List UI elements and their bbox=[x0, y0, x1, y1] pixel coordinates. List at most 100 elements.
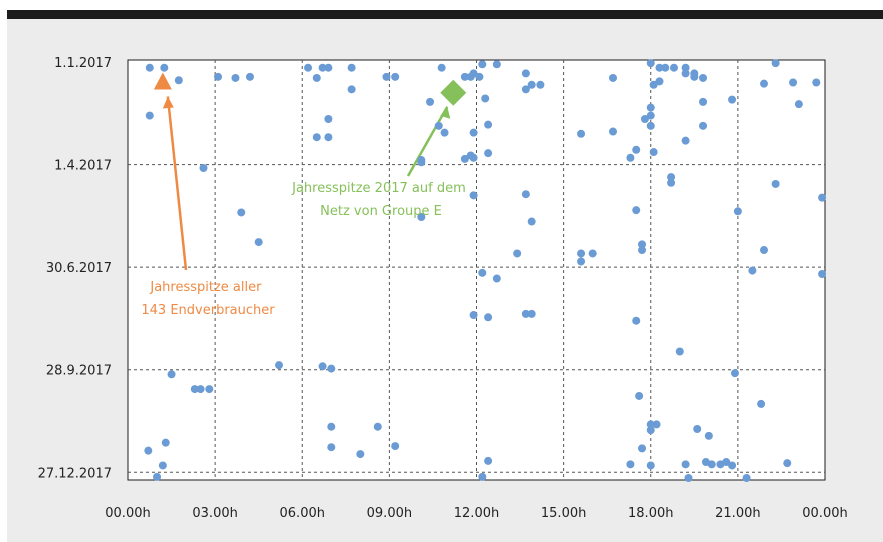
data-point bbox=[484, 456, 493, 465]
data-point bbox=[318, 63, 327, 72]
top-bar bbox=[7, 10, 883, 19]
data-point bbox=[704, 431, 713, 440]
orange-arrow bbox=[166, 96, 188, 271]
x-tick-label: 06.00h bbox=[280, 506, 325, 521]
green-arrow-head bbox=[440, 106, 451, 119]
data-point bbox=[608, 73, 617, 82]
annotation-green: Jahresspitze 2017 auf dem Netz von Group… bbox=[291, 181, 470, 219]
data-point bbox=[536, 80, 545, 89]
data-point bbox=[167, 370, 176, 379]
data-point bbox=[655, 63, 664, 72]
data-point bbox=[588, 249, 597, 258]
data-point bbox=[699, 97, 708, 106]
data-point bbox=[652, 420, 661, 429]
data-point bbox=[484, 120, 493, 129]
y-axis-ticks: 1.1.2017 1.4.2017 30.6.2017 28.9.2017 27.12.… bbox=[38, 56, 112, 481]
x-axis-ticks: 00.00h 03.00h 06.00h 09.00h 12.00h 15.00h 18.0… bbox=[105, 506, 847, 521]
data-point bbox=[324, 63, 333, 72]
y-tick-label: 1.4.2017 bbox=[54, 159, 112, 174]
data-point bbox=[681, 63, 690, 72]
data-point bbox=[426, 97, 435, 106]
data-point bbox=[356, 450, 365, 459]
data-point bbox=[347, 63, 356, 72]
data-point bbox=[646, 461, 655, 470]
x-tick-label: 12.00h bbox=[454, 506, 499, 521]
data-point bbox=[649, 80, 658, 89]
data-point bbox=[484, 313, 493, 322]
data-points bbox=[144, 59, 827, 482]
data-point bbox=[730, 369, 739, 378]
annotation-green-line-2: Netz von Groupe E bbox=[320, 204, 442, 219]
data-point bbox=[513, 249, 522, 258]
data-point bbox=[475, 72, 484, 81]
data-point bbox=[577, 249, 586, 258]
data-point bbox=[684, 474, 693, 482]
x-tick-label: 18.00h bbox=[628, 506, 673, 521]
data-point bbox=[661, 63, 670, 72]
data-point bbox=[527, 80, 536, 89]
data-point bbox=[728, 95, 737, 104]
data-point bbox=[158, 461, 167, 470]
data-point bbox=[190, 385, 199, 394]
data-point bbox=[492, 274, 501, 283]
data-point bbox=[812, 78, 821, 87]
data-point bbox=[646, 59, 655, 68]
data-point bbox=[635, 391, 644, 400]
data-point bbox=[818, 193, 827, 202]
data-point bbox=[391, 72, 400, 81]
data-point bbox=[632, 316, 641, 325]
data-point bbox=[707, 460, 716, 469]
data-point bbox=[318, 362, 327, 371]
data-point bbox=[638, 444, 647, 453]
data-point bbox=[245, 72, 254, 81]
data-point bbox=[434, 121, 443, 130]
data-point bbox=[304, 63, 313, 72]
data-point bbox=[783, 459, 792, 468]
data-point bbox=[324, 133, 333, 142]
data-point bbox=[460, 72, 469, 81]
orange-triangle-marker bbox=[153, 72, 172, 90]
data-point bbox=[161, 438, 170, 447]
data-point bbox=[626, 460, 635, 469]
data-point bbox=[275, 361, 284, 370]
data-point bbox=[681, 69, 690, 78]
data-point bbox=[382, 72, 391, 81]
data-point bbox=[521, 85, 530, 94]
data-point bbox=[521, 190, 530, 199]
data-point bbox=[196, 385, 205, 394]
green-arrow bbox=[406, 106, 449, 177]
data-point bbox=[675, 347, 684, 356]
data-point bbox=[231, 73, 240, 82]
data-point bbox=[417, 158, 426, 167]
data-point bbox=[655, 77, 664, 86]
data-point bbox=[527, 309, 536, 318]
data-point bbox=[521, 69, 530, 78]
data-point bbox=[693, 424, 702, 433]
data-point bbox=[481, 94, 490, 103]
data-point bbox=[440, 128, 449, 137]
data-point bbox=[160, 63, 169, 72]
annotation-arrows bbox=[162, 96, 451, 271]
data-point bbox=[667, 178, 676, 187]
annotation-green-line-1: Jahresspitze 2017 auf dem bbox=[291, 181, 466, 196]
data-point bbox=[646, 111, 655, 120]
data-point bbox=[699, 73, 708, 82]
data-point bbox=[469, 128, 478, 137]
data-point bbox=[199, 163, 208, 172]
data-point bbox=[469, 153, 478, 162]
data-point bbox=[757, 399, 766, 408]
data-point bbox=[608, 127, 617, 136]
data-point bbox=[577, 257, 586, 266]
data-point bbox=[373, 422, 382, 431]
y-tick-label: 28.9.2017 bbox=[46, 364, 112, 379]
data-point bbox=[577, 129, 586, 138]
data-point bbox=[760, 79, 769, 88]
data-point bbox=[324, 114, 333, 123]
data-point bbox=[521, 309, 530, 318]
data-point bbox=[690, 69, 699, 78]
data-point bbox=[681, 136, 690, 145]
orange-arrow-head bbox=[162, 96, 174, 109]
data-point bbox=[638, 240, 647, 249]
data-point bbox=[144, 446, 153, 455]
data-point bbox=[681, 460, 690, 469]
